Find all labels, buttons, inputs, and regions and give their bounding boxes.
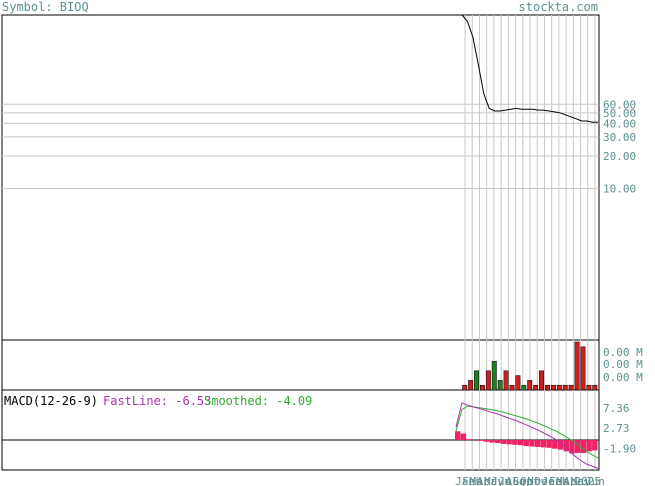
macd-title: MACD(12-26-9) bbox=[4, 394, 98, 408]
macd-fast-label: FastLine: -6.53 bbox=[103, 394, 211, 408]
volume-bar bbox=[545, 384, 550, 391]
macd-layer bbox=[2, 402, 599, 469]
price-tick-label: 50.00 bbox=[603, 107, 636, 120]
x-tick-label: Jun bbox=[491, 475, 511, 486]
volume-bar bbox=[468, 380, 474, 391]
price-tick-label: 10.00 bbox=[603, 183, 636, 196]
macd-hist-bar bbox=[489, 440, 495, 443]
x-tick-label: Feb bbox=[462, 475, 482, 486]
macd-hist-bar bbox=[534, 440, 541, 447]
x-tick-label: Jun bbox=[585, 475, 605, 486]
x-tick-label: Apr bbox=[477, 475, 497, 486]
volume-bar bbox=[533, 384, 539, 391]
x-tick-label: May bbox=[571, 475, 591, 486]
x-tick-label: May bbox=[484, 475, 504, 486]
volume-bar bbox=[586, 384, 592, 391]
macd-hist-bar bbox=[460, 433, 467, 440]
volume-bar bbox=[515, 375, 521, 391]
volume-bar bbox=[509, 384, 515, 391]
price-tick-label: 40.00 bbox=[603, 117, 636, 130]
macd-hist-bar bbox=[477, 440, 484, 441]
x-tick-label: Feb bbox=[549, 475, 569, 486]
macd-hist-bar bbox=[546, 440, 552, 448]
price-tick-label: 30.00 bbox=[603, 131, 636, 144]
volume-tick-label: 0.00 M bbox=[603, 346, 643, 359]
macd-hist-bar bbox=[494, 440, 501, 444]
site-label: stockta.com bbox=[519, 0, 598, 14]
volume-bar bbox=[550, 384, 556, 391]
volume-bar bbox=[556, 384, 562, 391]
price-line bbox=[461, 14, 598, 123]
macd-tick-label: 2.73 bbox=[603, 422, 630, 435]
macd-hist-bar bbox=[540, 440, 547, 448]
x-tick-label: Mar bbox=[556, 475, 576, 486]
x-tick-label: Dec bbox=[535, 475, 555, 486]
price-tick-label: 60.00 bbox=[603, 98, 636, 111]
volume-bar bbox=[568, 384, 574, 391]
macd-smooth-label: Smoothed: -4.09 bbox=[204, 394, 312, 408]
macd-hist-bar bbox=[523, 440, 529, 447]
macd-hist-bar bbox=[517, 440, 524, 446]
x-tick-label: Jul bbox=[498, 475, 518, 486]
volume-layer bbox=[462, 341, 598, 391]
volume-bar bbox=[521, 384, 527, 391]
axis-layer: JanFebMarAprMayJunJulAugSepOctNovDecJanF… bbox=[455, 98, 643, 486]
volume-bar bbox=[503, 370, 509, 391]
price-tick-label: 20.00 bbox=[603, 150, 636, 163]
x-tick-label: Oct bbox=[520, 475, 540, 486]
x-tick-label: Nov bbox=[527, 475, 547, 486]
volume-bar bbox=[562, 384, 568, 391]
volume-tick-label: 0.00 M bbox=[603, 358, 643, 371]
volume-bar bbox=[474, 370, 479, 391]
volume-bar bbox=[527, 380, 533, 391]
x-tick-label: Sep bbox=[513, 475, 533, 486]
macd-hist-bar bbox=[563, 440, 569, 452]
macd-hist-bar bbox=[569, 440, 575, 454]
price-panel bbox=[1, 14, 600, 341]
macd-hist-bar bbox=[580, 440, 587, 454]
volume-bar bbox=[580, 346, 586, 391]
macd-hist-bar bbox=[512, 440, 518, 445]
volume-bar bbox=[485, 370, 491, 391]
macd-panel bbox=[1, 389, 600, 471]
macd-hist-bar bbox=[455, 431, 461, 440]
grid-layer bbox=[2, 15, 599, 470]
macd-hist-bar bbox=[552, 440, 558, 449]
volume-bar bbox=[479, 384, 485, 391]
x-tick-label: Jan bbox=[455, 475, 475, 486]
x-tick-label: Apr bbox=[563, 475, 583, 486]
x-tick-label: Mar bbox=[470, 475, 490, 486]
macd-hist-bar bbox=[483, 440, 489, 442]
macd-hist-bar bbox=[529, 440, 535, 447]
volume-bar bbox=[539, 370, 545, 391]
macd-tick-label: -1.90 bbox=[603, 442, 636, 455]
x-tick-label: Aug bbox=[506, 475, 526, 486]
macd-hist-bar bbox=[466, 439, 472, 440]
volume-bar bbox=[497, 380, 503, 391]
volume-bar bbox=[592, 384, 598, 391]
symbol-label: Symbol: BIOQ bbox=[2, 0, 89, 14]
volume-bar bbox=[462, 384, 468, 391]
volume-tick-label: 0.00 M bbox=[603, 371, 643, 384]
price-layer bbox=[461, 14, 598, 123]
macd-hist-bar bbox=[586, 440, 592, 452]
macd-smooth-line bbox=[455, 405, 599, 459]
volume-bar bbox=[574, 341, 580, 391]
macd-hist-bar bbox=[574, 440, 581, 454]
macd-tick-label: 7.36 bbox=[603, 402, 630, 415]
volume-bar bbox=[491, 360, 497, 391]
x-tick-label: Jan bbox=[542, 475, 562, 486]
macd-hist-bar bbox=[506, 440, 512, 445]
macd-hist-bar bbox=[557, 440, 564, 450]
macd-hist-bar bbox=[592, 440, 598, 451]
macd-hist-bar bbox=[500, 440, 507, 444]
volume-panel bbox=[1, 339, 600, 391]
macd-fast-line bbox=[455, 402, 599, 469]
x-tick-label: 2025 bbox=[575, 475, 602, 486]
